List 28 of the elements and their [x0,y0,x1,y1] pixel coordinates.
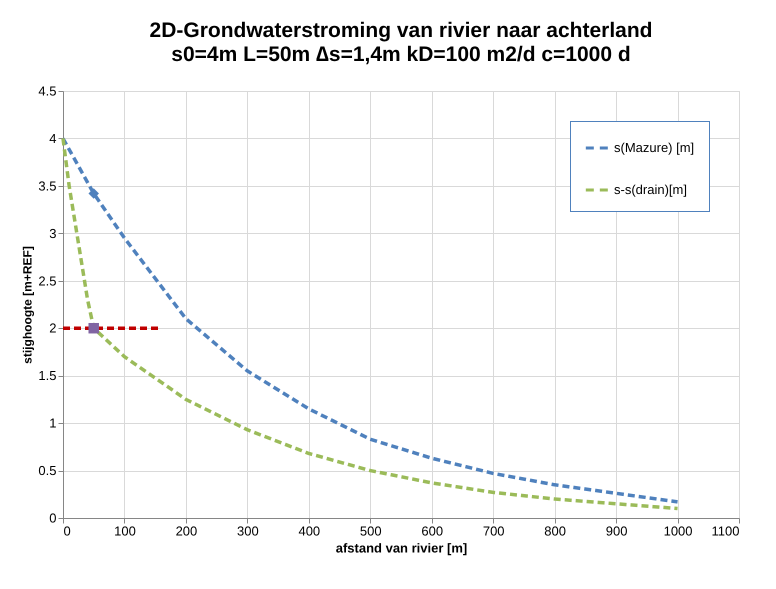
y-tick-label: 3 [49,226,56,241]
x-axis-title: afstand van rivier [m] [336,540,468,556]
x-tick-label: 300 [237,524,259,538]
y-tick-label: 1.5 [38,368,56,384]
y-axis-title: stijghoogte [m+REF] [20,246,34,364]
x-tick-label: 400 [298,524,320,538]
x-tick-label: 0 [64,524,71,538]
y-tick-label: 2.5 [38,273,56,288]
y-tick-label: 1 [49,416,56,431]
chart-title: 2D-Grondwaterstroming van rivier naar achterland [150,19,652,42]
x-tick-label: 700 [482,524,505,538]
y-tick-label: 3.5 [38,178,56,194]
y-tick-label: 2 [49,320,56,336]
y-tick-label: 4.5 [38,84,56,98]
x-tick-label: 900 [606,524,628,538]
x-tick-label: 1000 [664,524,693,538]
y-tick-label: 4 [49,130,56,146]
x-tick-label: 600 [421,524,444,538]
x-tick-label: 1100 [712,524,740,538]
y-tick-label: 0.5 [38,463,56,478]
x-tick-label: 200 [176,524,198,538]
y-tick-label: 0 [49,510,56,526]
legend-label: s(Mazure) [m] [614,140,694,155]
x-tick-label: 500 [360,524,382,538]
chart-subtitle: s0=4m L=50m ∆s=1,4m kD=100 m2/d c=1000 d [171,43,631,66]
legend-label: s-s(drain)[m] [614,182,687,197]
x-tick-label: 800 [544,524,566,538]
x-tick-label: 100 [114,524,136,538]
